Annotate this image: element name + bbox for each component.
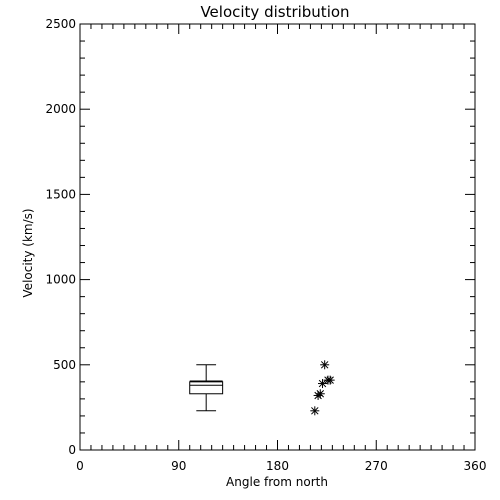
y-tick-label: 500 <box>53 358 76 372</box>
asterisk-stroke <box>316 390 325 398</box>
scatter-point <box>315 389 325 399</box>
axis-ticks: 0 90 180 270 360 0 500 1000 1500 2000 2500 <box>45 17 486 473</box>
y-axis-label: Velocity (km/s) <box>21 208 35 297</box>
asterisk-stroke <box>326 376 334 384</box>
interquartile-box <box>189 381 224 395</box>
scatter-points <box>310 360 335 416</box>
asterisk-stroke <box>311 407 319 415</box>
x-tick-label: 270 <box>365 459 388 473</box>
scatter-point <box>317 379 327 389</box>
y-tick-label: 1500 <box>45 187 76 201</box>
chart-title: Velocity distribution <box>200 3 349 21</box>
box-plot <box>189 364 224 412</box>
y-tick-label: 1000 <box>45 273 76 287</box>
x-tick-label: 0 <box>76 459 84 473</box>
x-tick-label: 360 <box>464 459 487 473</box>
y-tick-label: 2500 <box>45 17 76 31</box>
x-tick-label: 180 <box>266 459 289 473</box>
scatter-point <box>325 375 335 385</box>
plot-frame <box>79 23 476 451</box>
y-tick-label: 0 <box>68 443 76 457</box>
x-axis-label: Angle from north <box>226 475 328 489</box>
y-tick-label: 2000 <box>45 102 76 116</box>
x-tick-label: 90 <box>171 459 186 473</box>
scatter-point <box>310 406 320 416</box>
scatter-point <box>320 360 330 370</box>
asterisk-stroke <box>320 361 329 369</box>
asterisk-stroke <box>318 379 327 388</box>
